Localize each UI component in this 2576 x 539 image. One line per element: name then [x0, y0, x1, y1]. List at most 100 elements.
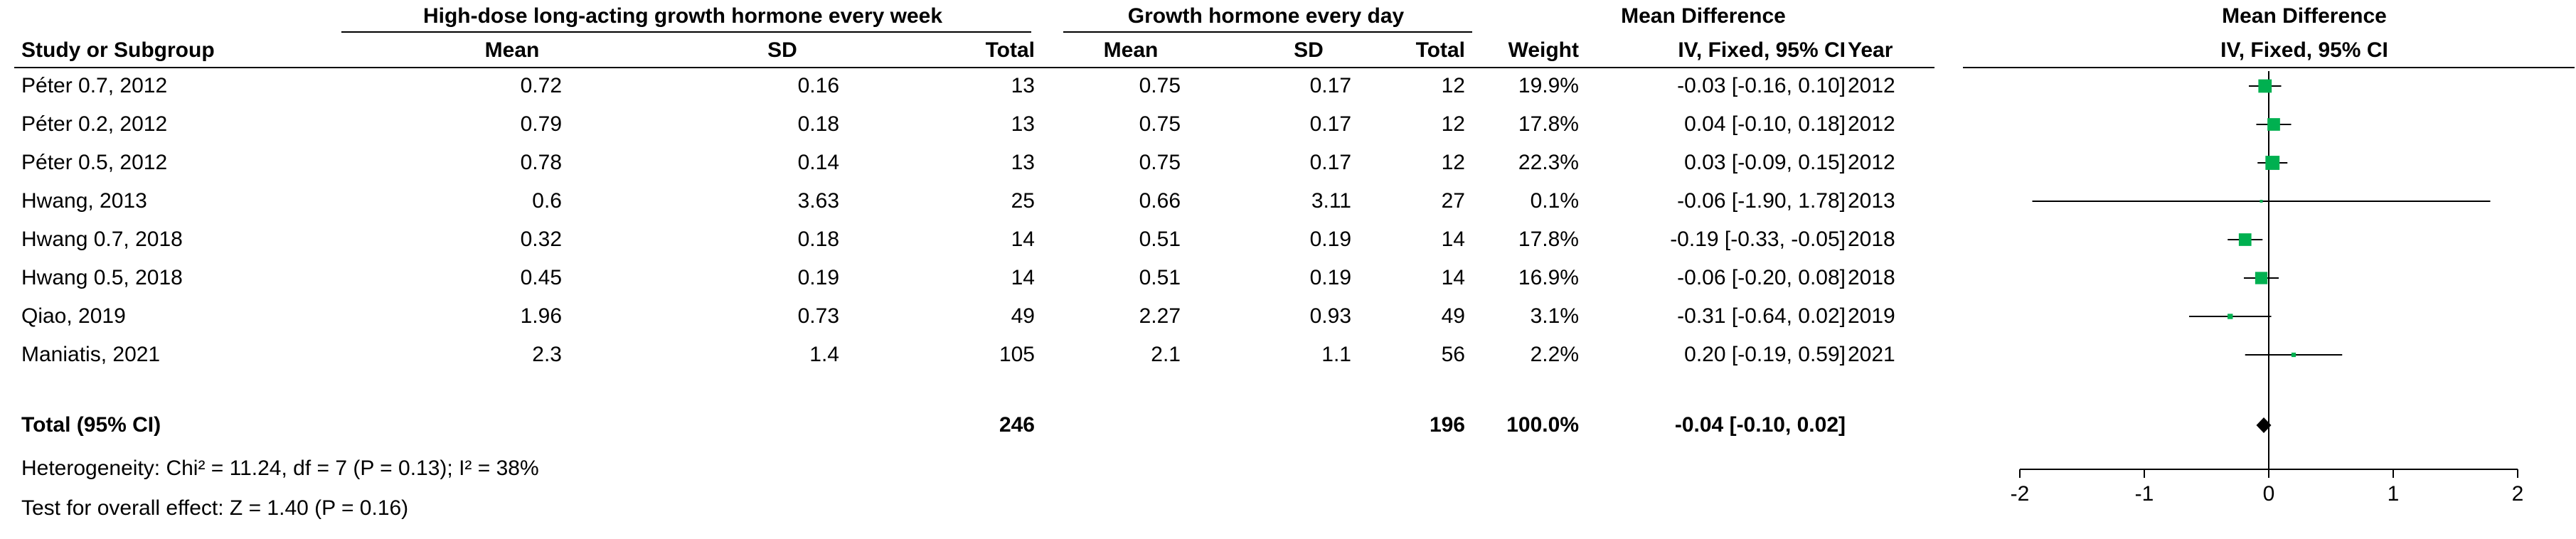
study-name: Hwang 0.7, 2018: [21, 228, 183, 251]
year-cell: 2012: [1848, 151, 1895, 174]
x-tick-label: 2: [2512, 482, 2524, 506]
year-cell: 2013: [1848, 189, 1895, 213]
col-total1-header: Total: [985, 38, 1035, 62]
weight-cell: 16.9%: [1518, 266, 1579, 289]
md-title: Mean Difference: [1621, 4, 1786, 28]
sd1-cell: 1.4: [809, 343, 839, 366]
year-cell: 2018: [1848, 228, 1895, 251]
total2-cell: 27: [1441, 189, 1465, 213]
total2-cell: 49: [1441, 304, 1465, 328]
total1-cell: 13: [1011, 112, 1035, 136]
group1-underline: [341, 31, 1031, 33]
sd2-cell: 0.93: [1309, 304, 1351, 328]
total-group1: 246: [999, 413, 1035, 437]
weight-cell: 2.2%: [1530, 343, 1579, 366]
weight-cell: 22.3%: [1518, 151, 1579, 174]
col-sd2-header: SD: [1294, 38, 1324, 62]
mean1-cell: 0.78: [520, 151, 562, 174]
total2-cell: 14: [1441, 228, 1465, 251]
sd1-cell: 0.14: [797, 151, 839, 174]
weight-cell: 17.8%: [1518, 112, 1579, 136]
group1-title: High-dose long-acting growth hormone eve…: [422, 4, 943, 28]
sd2-cell: 1.1: [1321, 343, 1351, 366]
plot-subtitle: IV, Fixed, 95% CI: [2220, 38, 2388, 62]
study-name: Maniatis, 2021: [21, 343, 161, 366]
total-label: Total (95% CI): [21, 413, 161, 437]
study-name: Péter 0.5, 2012: [21, 151, 168, 174]
total2-cell: 12: [1441, 151, 1465, 174]
year-cell: 2021: [1848, 343, 1895, 366]
total2-cell: 12: [1441, 112, 1465, 136]
mean2-cell: 0.75: [1139, 151, 1181, 174]
col-md-header: IV, Fixed, 95% CI: [1678, 38, 1846, 62]
x-tick-label: -1: [2135, 482, 2154, 506]
sd2-cell: 0.17: [1309, 151, 1351, 174]
mean1-cell: 0.32: [520, 228, 562, 251]
total1-cell: 14: [1011, 266, 1035, 289]
col-sd1-header: SD: [767, 38, 797, 62]
sd1-cell: 0.19: [797, 266, 839, 289]
header-rule: [14, 67, 1934, 68]
mean1-cell: 1.96: [520, 304, 562, 328]
study-name: Hwang, 2013: [21, 189, 147, 213]
point-marker: [2267, 118, 2280, 131]
heterogeneity-text: Heterogeneity: Chi² = 11.24, df = 7 (P =…: [21, 457, 539, 480]
group2-title: Growth hormone every day: [1127, 4, 1405, 28]
study-name: Péter 0.7, 2012: [21, 74, 168, 97]
sd2-cell: 3.11: [1311, 189, 1351, 213]
overall-effect-text: Test for overall effect: Z = 1.40 (P = 0…: [21, 496, 409, 520]
mean2-cell: 0.75: [1139, 112, 1181, 136]
ci-cell: 0.03 [-0.09, 0.15]: [1684, 151, 1846, 174]
col-total2-header: Total: [1415, 38, 1465, 62]
year-cell: 2012: [1848, 74, 1895, 97]
sd2-cell: 0.17: [1309, 112, 1351, 136]
sd2-cell: 0.17: [1309, 74, 1351, 97]
point-marker: [2258, 79, 2272, 93]
ci-cell: -0.03 [-0.16, 0.10]: [1677, 74, 1846, 97]
study-name: Péter 0.2, 2012: [21, 112, 168, 136]
x-tick-label: 0: [2263, 482, 2275, 506]
col-mean2-header: Mean: [1103, 38, 1159, 62]
weight-cell: 0.1%: [1530, 189, 1579, 213]
total1-cell: 49: [1011, 304, 1035, 328]
x-tick-label: -2: [2011, 482, 2030, 506]
point-marker: [2238, 233, 2252, 246]
col-study-header: Study or Subgroup: [21, 38, 215, 62]
col-year-header: Year: [1848, 38, 1893, 62]
plot-title: Mean Difference: [2222, 4, 2387, 28]
sd1-cell: 0.16: [797, 74, 839, 97]
total-group2: 196: [1429, 413, 1465, 437]
weight-cell: 19.9%: [1518, 74, 1579, 97]
pooled-diamond: [2256, 417, 2272, 433]
group2-underline: [1063, 31, 1472, 33]
sd1-cell: 0.18: [797, 228, 839, 251]
ci-cell: 0.04 [-0.10, 0.18]: [1684, 112, 1846, 136]
study-name: Hwang 0.5, 2018: [21, 266, 183, 289]
total2-cell: 56: [1441, 343, 1465, 366]
ci-cell: -0.06 [-0.20, 0.08]: [1677, 266, 1846, 289]
ci-cell: -0.19 [-0.33, -0.05]: [1670, 228, 1846, 251]
total1-cell: 25: [1011, 189, 1035, 213]
total2-cell: 14: [1441, 266, 1465, 289]
plot-header-rule: [1963, 67, 2575, 68]
weight-cell: 3.1%: [1530, 304, 1579, 328]
point-marker: [2228, 314, 2233, 319]
sd1-cell: 0.18: [797, 112, 839, 136]
col-weight-header: Weight: [1508, 38, 1579, 62]
year-cell: 2012: [1848, 112, 1895, 136]
ci-cell: -0.31 [-0.64, 0.02]: [1677, 304, 1846, 328]
mean1-cell: 0.79: [520, 112, 562, 136]
total2-cell: 12: [1441, 74, 1465, 97]
study-name: Qiao, 2019: [21, 304, 126, 328]
mean2-cell: 0.66: [1139, 189, 1181, 213]
mean2-cell: 2.27: [1139, 304, 1181, 328]
point-marker: [2260, 200, 2263, 203]
total1-cell: 14: [1011, 228, 1035, 251]
sd1-cell: 3.63: [797, 189, 839, 213]
sd1-cell: 0.73: [797, 304, 839, 328]
total-ci: -0.04 [-0.10, 0.02]: [1674, 413, 1846, 437]
mean2-cell: 0.51: [1139, 266, 1181, 289]
sd2-cell: 0.19: [1309, 266, 1351, 289]
point-marker: [2291, 352, 2296, 358]
